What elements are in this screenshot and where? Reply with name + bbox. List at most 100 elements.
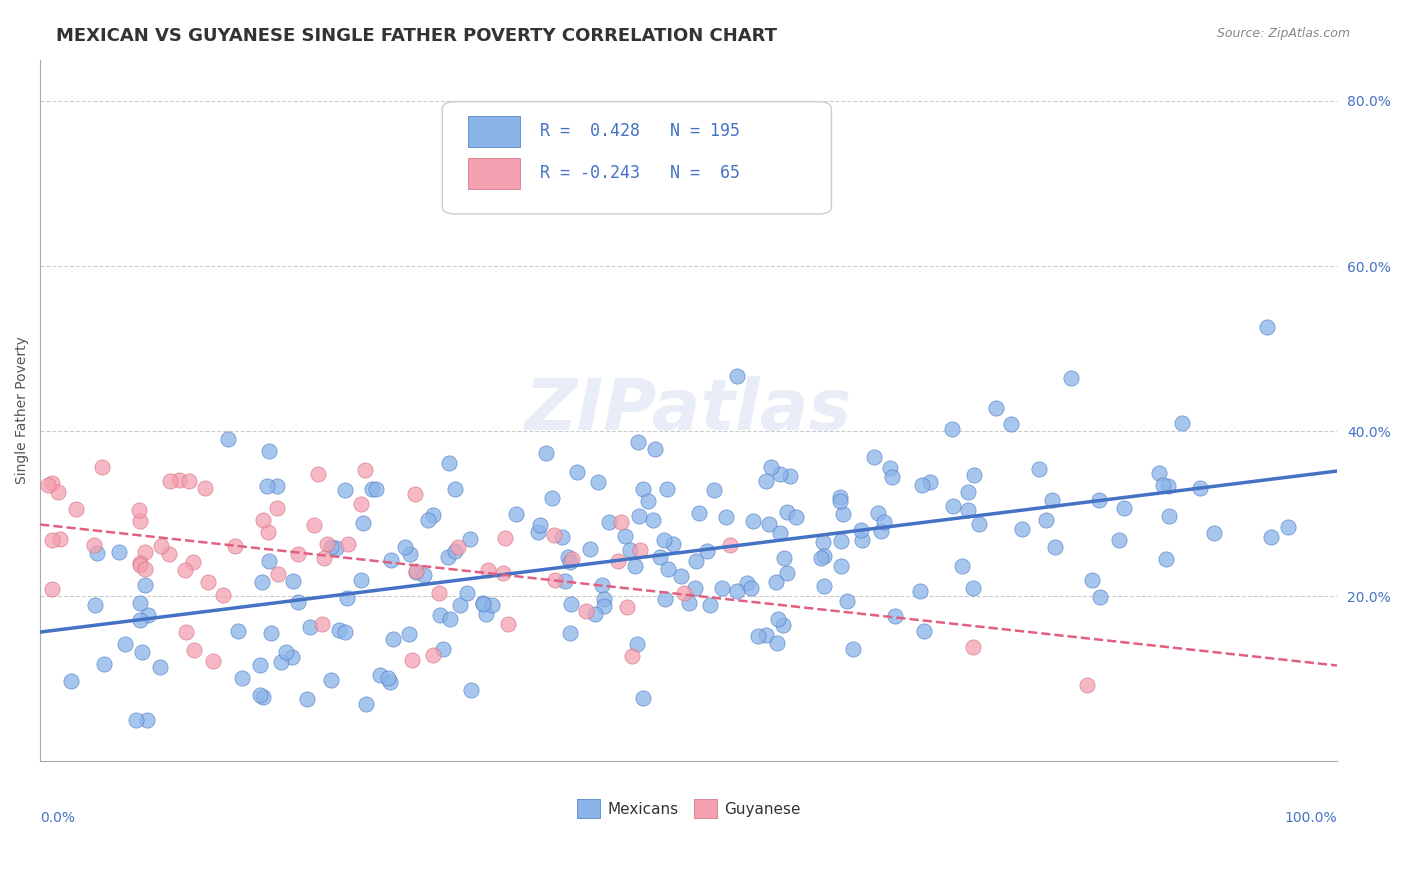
Point: [593, 592, 616, 607]
Point: [735, 576, 758, 591]
Point: [529, 518, 551, 533]
Point: [174, 563, 197, 577]
Point: [471, 596, 494, 610]
Point: [505, 507, 527, 521]
Point: [328, 623, 350, 637]
Point: [447, 540, 470, 554]
Point: [766, 636, 789, 650]
Point: [1011, 522, 1033, 536]
Point: [364, 482, 387, 496]
Point: [813, 549, 835, 563]
Point: [281, 574, 304, 589]
Point: [1260, 530, 1282, 544]
Point: [627, 435, 650, 450]
Point: [183, 643, 205, 657]
Point: [669, 569, 692, 583]
Point: [918, 475, 941, 490]
Point: [811, 535, 834, 549]
Point: [699, 599, 721, 613]
Bar: [468, 116, 520, 147]
Point: [377, 671, 399, 685]
Point: [41, 475, 63, 490]
Point: [912, 624, 935, 638]
Point: [835, 594, 858, 608]
Point: [1035, 513, 1057, 527]
Point: [830, 533, 852, 548]
Point: [718, 538, 741, 552]
Point: [134, 544, 156, 558]
Point: [1152, 478, 1174, 492]
Point: [257, 554, 280, 568]
Point: [884, 608, 907, 623]
Y-axis label: Single Father Poverty: Single Father Poverty: [15, 336, 30, 484]
Point: [302, 518, 325, 533]
Point: [685, 553, 707, 567]
Point: [381, 632, 404, 646]
Point: [181, 555, 204, 569]
Point: [260, 626, 283, 640]
Point: [380, 675, 402, 690]
Point: [439, 612, 461, 626]
Point: [769, 525, 792, 540]
Point: [683, 582, 706, 596]
Point: [256, 479, 278, 493]
Point: [963, 468, 986, 483]
Point: [319, 540, 342, 554]
Point: [779, 469, 801, 483]
Point: [1154, 552, 1177, 566]
Point: [575, 604, 598, 618]
Point: [534, 446, 557, 460]
Point: [157, 547, 180, 561]
Point: [353, 463, 375, 477]
Point: [637, 494, 659, 508]
Point: [813, 579, 835, 593]
Point: [662, 537, 685, 551]
Point: [449, 598, 471, 612]
Point: [404, 486, 426, 500]
Point: [879, 460, 901, 475]
Point: [828, 490, 851, 504]
Point: [1277, 519, 1299, 533]
Point: [46, 484, 69, 499]
Point: [851, 533, 873, 547]
Point: [167, 473, 190, 487]
Point: [863, 450, 886, 465]
Point: [333, 483, 356, 497]
Point: [768, 612, 790, 626]
Point: [962, 640, 984, 655]
Point: [725, 368, 748, 383]
Point: [266, 479, 288, 493]
Point: [776, 506, 799, 520]
Point: [688, 506, 710, 520]
Point: [460, 682, 482, 697]
Point: [136, 713, 159, 727]
Point: [349, 573, 371, 587]
Point: [84, 598, 107, 612]
Point: [128, 502, 150, 516]
Point: [481, 599, 503, 613]
Point: [429, 608, 451, 623]
Point: [830, 559, 852, 574]
Point: [626, 636, 648, 650]
Point: [274, 645, 297, 659]
Point: [703, 483, 725, 497]
Point: [558, 555, 581, 569]
Point: [350, 497, 373, 511]
Point: [439, 456, 461, 470]
Point: [107, 545, 129, 559]
Point: [217, 432, 239, 446]
Point: [252, 690, 274, 704]
Point: [606, 553, 628, 567]
Point: [471, 597, 494, 611]
Point: [627, 509, 650, 524]
Point: [231, 671, 253, 685]
Point: [299, 620, 322, 634]
Point: [842, 642, 865, 657]
Point: [356, 698, 378, 712]
Point: [776, 566, 799, 581]
Point: [882, 469, 904, 483]
Point: [541, 491, 564, 505]
Point: [427, 586, 450, 600]
Point: [810, 551, 832, 566]
Point: [413, 568, 436, 582]
